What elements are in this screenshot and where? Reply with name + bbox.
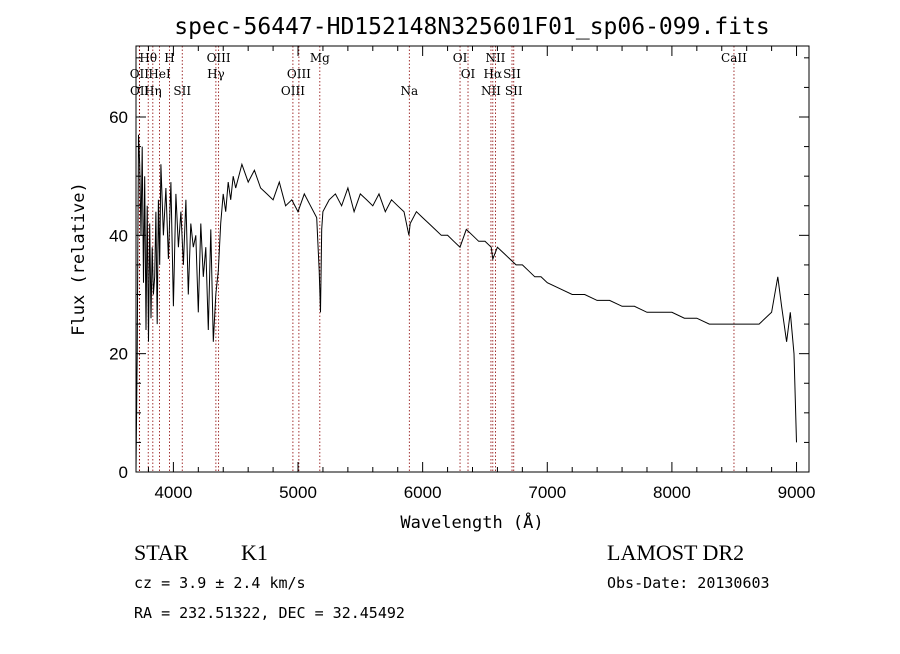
spectral-line-label: NII	[481, 84, 501, 98]
spectral-line-label: OI	[461, 67, 476, 81]
spectral-line-label: NII	[485, 51, 505, 65]
plot-frame	[135, 45, 810, 473]
y-tick-label: 40	[109, 226, 128, 245]
spectral-line-label: Hγ	[207, 67, 225, 81]
spectral-line-label: HeI	[148, 67, 171, 81]
y-axis-label: Flux (relative)	[69, 182, 89, 336]
survey-name: LAMOST DR2	[607, 540, 744, 565]
spectral-line-label: OII	[130, 84, 150, 98]
redshift-value: cz = 3.9 ± 2.4 km/s	[134, 574, 306, 592]
x-axis-label: Wavelength (Å)	[400, 511, 543, 533]
spectral-line-label: SII	[173, 84, 191, 98]
x-tick-label: 9000	[778, 483, 816, 502]
spectral-line-label: SII	[503, 67, 521, 81]
coordinates: RA = 232.51322, DEC = 32.45492	[134, 604, 405, 622]
spectral-line-label: OIII	[287, 67, 311, 81]
y-tick-label: 0	[119, 463, 128, 482]
x-axis-ticks: 4000 5000 6000 7000 8000 9000	[147, 46, 816, 502]
spectral-line-label: OI	[453, 51, 468, 65]
object-class: STAR	[134, 540, 189, 565]
spectral-line-label: OIII	[281, 84, 305, 98]
spectral-line-label: Hα	[484, 67, 503, 81]
spectrum-line	[135, 134, 797, 473]
observation-date: Obs-Date: 20130603	[607, 574, 770, 592]
spectral-line-label: Mg	[310, 51, 330, 65]
spectral-line-label: CaII	[721, 51, 747, 65]
y-tick-label: 20	[109, 345, 128, 364]
spectral-line-label: OIII	[207, 51, 231, 65]
y-tick-label: 60	[109, 108, 128, 127]
spectral-line-label: Hη	[144, 84, 162, 98]
spectral-line-label: SII	[505, 84, 523, 98]
spectral-line-label: Na	[400, 84, 418, 98]
object-subclass: K1	[241, 540, 268, 565]
chart-title: spec-56447-HD152148N325601F01_sp06-099.f…	[174, 14, 769, 40]
spectral-line-label: H	[164, 51, 174, 65]
x-tick-label: 8000	[653, 483, 691, 502]
x-tick-label: 5000	[279, 483, 317, 502]
spectral-line-markers	[138, 46, 735, 472]
x-tick-label: 7000	[528, 483, 566, 502]
spectral-line-label: Hθ	[139, 51, 157, 65]
x-tick-label: 6000	[404, 483, 442, 502]
y-axis-ticks: 0 20 40 60	[109, 57, 809, 482]
spectral-line-label: OII	[130, 67, 150, 81]
x-tick-label: 4000	[154, 483, 192, 502]
